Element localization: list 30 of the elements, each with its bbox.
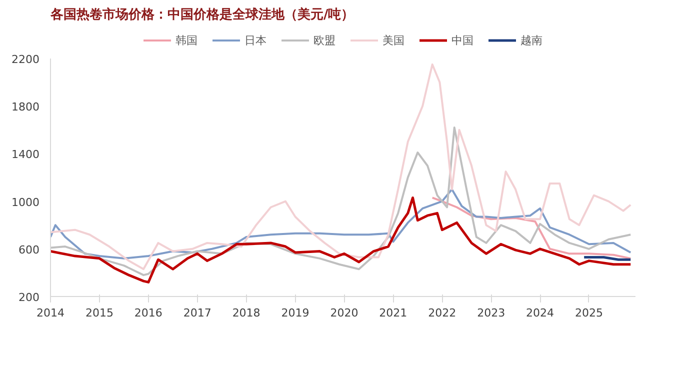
x-tick-label: 2017 [183,306,212,320]
legend-label: 日本 [244,32,266,48]
x-tick-label: 2016 [134,306,162,320]
y-tick-label: 600 [18,243,40,256]
legend-label: 美国 [382,32,404,48]
x-tick-label: 2022 [428,306,456,320]
legend-label: 中国 [452,32,474,48]
x-tick-label: 2025 [574,306,603,320]
y-tick-label: 2200 [12,53,40,66]
x-tick-label: 2018 [232,306,260,320]
x-tick-label: 2020 [330,306,358,320]
line-series [431,196,632,260]
y-tick-label: 1800 [12,100,40,114]
legend-label: 欧盟 [314,32,336,48]
line-series [50,63,632,270]
x-tick-label: 2014 [36,306,65,320]
legend-label: 韩国 [176,32,198,48]
x-tick-label: 2015 [85,306,114,320]
y-tick-label: 1000 [12,196,40,209]
x-tick-label: 2019 [281,306,310,320]
line-series [50,126,632,276]
line-series [50,188,632,260]
chart-title: 各国热卷市场价格：中国价格是全球洼地（美元/吨） [50,6,354,22]
y-tick-label: 1400 [12,148,40,162]
x-tick-label: 2023 [477,306,506,320]
line-series [50,196,632,284]
legend-label: 越南 [520,32,542,48]
x-tick-label: 2024 [526,306,554,320]
y-tick-label: 200 [18,291,40,304]
x-tick-label: 2021 [379,306,408,320]
